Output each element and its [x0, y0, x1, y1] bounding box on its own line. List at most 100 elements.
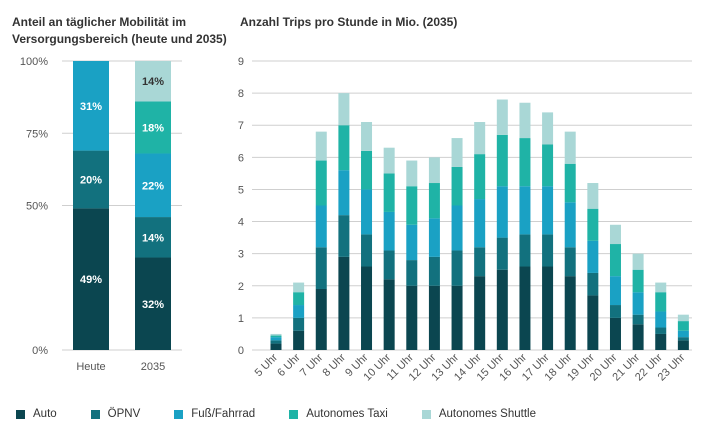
right-bar-segment: [293, 305, 305, 318]
right-bar-segment: [428, 285, 440, 350]
right-ytick-label: 1: [238, 313, 244, 325]
legend-label: ÖPNV: [107, 408, 141, 420]
right-bar-segment: [677, 321, 689, 331]
right-bar-segment: [564, 202, 576, 248]
right-bar-segment: [496, 99, 508, 135]
right-bar-segment: [632, 269, 644, 293]
right-bar-segment: [519, 102, 531, 139]
right-bar-segment: [338, 170, 350, 216]
right-bar-segment: [564, 276, 576, 350]
legend-item: Autonomes Shuttle: [421, 408, 536, 420]
right-bar-segment: [496, 186, 508, 238]
right-ytick-label: 4: [238, 217, 244, 229]
right-bar-segment: [587, 272, 599, 296]
right-bar-segment: [677, 330, 689, 338]
right-bar-segment: [406, 285, 418, 350]
right-bar-segment: [609, 276, 621, 306]
left-chart-title: Anteil an täglicher Mobilität im Versorg…: [12, 15, 227, 46]
right-bar-segment: [428, 256, 440, 286]
right-bar-segment: [315, 160, 327, 206]
right-bar-segment: [338, 215, 350, 257]
right-bar-segment: [361, 122, 373, 151]
right-xtick-label: 7 Uhr: [298, 351, 326, 379]
charts-canvas: 0%50%75%100%49%20%31%Heute32%14%22%18%14…: [20, 56, 692, 383]
left-bar-segment: [135, 217, 171, 258]
left-bar-segment: [73, 150, 109, 209]
legend-label: Fuß/Fahrrad: [191, 408, 256, 420]
right-bar-segment: [428, 157, 440, 184]
right-bar-segment: [496, 134, 508, 187]
right-ytick-label: 7: [238, 120, 244, 132]
right-bar-segment: [315, 288, 327, 350]
right-bar-segment: [609, 317, 621, 350]
right-bar-segment: [655, 311, 667, 328]
right-bar-segment: [451, 166, 463, 206]
right-ytick-label: 8: [238, 88, 244, 100]
right-bar-segment: [428, 183, 440, 219]
right-bar-segment: [406, 224, 418, 261]
right-bar-segment: [451, 205, 463, 251]
right-bar-segment: [587, 240, 599, 273]
right-bar-segment: [564, 247, 576, 277]
right-bar-segment: [519, 234, 531, 267]
right-bar-segment: [542, 266, 554, 350]
right-ytick-label: 2: [238, 281, 244, 293]
right-bar-segment: [451, 250, 463, 286]
legend-swatch: [174, 409, 184, 419]
right-bar-segment: [519, 186, 531, 235]
right-bar-segment: [293, 282, 305, 293]
right-bar-segment: [451, 285, 463, 350]
right-bar-segment: [587, 183, 599, 209]
right-bar-segment: [474, 122, 486, 155]
right-bar-segment: [338, 256, 350, 350]
right-bar-segment: [677, 314, 689, 322]
legend-swatch: [421, 409, 431, 419]
right-bar-segment: [315, 131, 327, 161]
legend-label: Auto: [33, 408, 57, 420]
right-ytick-label: 0: [238, 345, 244, 357]
right-bar-segment: [383, 279, 395, 350]
right-bar-segment: [474, 247, 486, 277]
left-data-label: 20%: [80, 174, 102, 186]
right-bar-segment: [474, 199, 486, 248]
right-bar-segment: [677, 337, 689, 341]
left-data-label: 31%: [80, 101, 102, 113]
left-data-label: 22%: [142, 180, 164, 192]
left-ytick-label: 75%: [26, 128, 48, 140]
legend-swatch: [16, 409, 25, 419]
left-bar-segment: [135, 61, 171, 102]
right-bar-segment: [270, 340, 282, 344]
legend-label: Autonomes Taxi: [306, 408, 388, 420]
right-bar-segment: [361, 189, 373, 235]
legend-swatch: [90, 409, 100, 419]
right-bar-segment: [496, 269, 508, 350]
right-bar-segment: [474, 154, 486, 200]
right-bar-segment: [632, 324, 644, 350]
right-bar-segment: [361, 234, 373, 267]
right-bar-segment: [609, 244, 621, 277]
right-bar-segment: [655, 333, 667, 350]
left-ytick-label: 50%: [26, 201, 48, 213]
right-bar-segment: [542, 186, 554, 235]
right-bar-segment: [542, 234, 554, 267]
right-chart-title: Anzahl Trips pro Stunde in Mio. (2035): [240, 15, 458, 29]
right-bar-segment: [632, 253, 644, 270]
right-bar-segment: [270, 333, 282, 336]
right-bar-segment: [270, 337, 282, 341]
right-bar-segment: [609, 305, 621, 318]
legend-item: ÖPNV: [90, 408, 141, 420]
right-xtick-label: 5 Uhr: [253, 351, 281, 379]
left-ytick-label: 100%: [20, 56, 48, 68]
left-xtick-label: Heute: [76, 361, 105, 373]
right-ytick-label: 5: [238, 184, 244, 196]
left-bar-segment: [73, 208, 109, 350]
legend: Auto ÖPNV Fuß/Fahrrad Autonomes Taxi Autonom…: [16, 408, 570, 420]
legend-item: Fuß/Fahrrad: [174, 408, 255, 420]
right-bar-segment: [655, 327, 667, 334]
right-bar-segment: [564, 163, 576, 203]
right-bar-segment: [406, 160, 418, 187]
right-bar-segment: [361, 150, 373, 190]
left-xtick-label: 2035: [141, 361, 165, 373]
left-bar-segment: [135, 101, 171, 154]
right-bar-segment: [383, 173, 395, 212]
